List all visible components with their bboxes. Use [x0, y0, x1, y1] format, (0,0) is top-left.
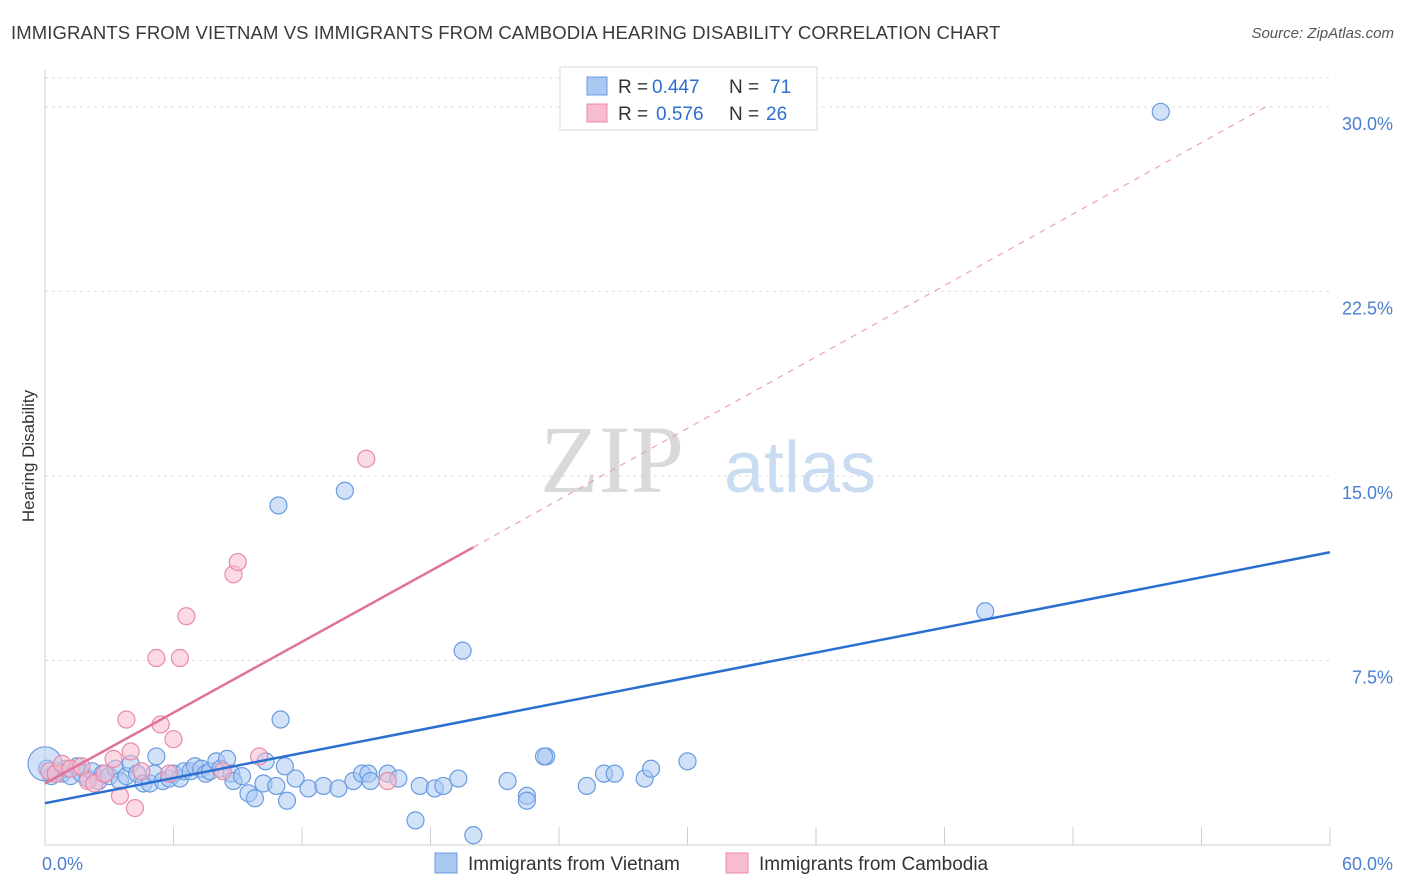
x-tick-label: 60.0%	[1342, 854, 1393, 874]
point-vietnam	[605, 764, 624, 783]
trend-line-cambodia	[44, 546, 474, 785]
point-vietnam	[498, 771, 517, 791]
watermark-atlas: atlas	[724, 428, 876, 508]
point-cambodia	[95, 764, 115, 783]
point-cambodia	[213, 762, 232, 781]
legend-r-value-cambodia: 0.576	[656, 104, 704, 125]
point-vietnam	[1151, 102, 1170, 121]
legend-r-value-vietnam: 0.447	[652, 77, 700, 98]
point-vietnam	[269, 496, 288, 515]
point-vietnam	[464, 826, 483, 845]
point-vietnam	[517, 791, 536, 810]
point-vietnam	[147, 747, 166, 766]
data-points	[27, 102, 1331, 845]
point-cambodia	[164, 730, 183, 749]
point-vietnam	[449, 769, 468, 788]
bottom-legend-label-vietnam: Immigrants from Vietnam	[468, 854, 680, 875]
point-vietnam	[410, 776, 429, 796]
legend-n-value-cambodia: 26	[766, 104, 787, 125]
legend-n-value-vietnam: 71	[770, 77, 791, 98]
point-cambodia	[132, 762, 151, 781]
y-tick-label: 22.5%	[1342, 298, 1393, 318]
point-vietnam	[299, 779, 318, 798]
point-vietnam	[534, 747, 554, 766]
point-vietnam	[314, 776, 333, 796]
legend: R = 0.447 N = 71 R = 0.576 N = 26	[559, 66, 818, 131]
watermark: ZIP atlas	[540, 406, 876, 513]
x-tick-label: 0.0%	[42, 854, 83, 874]
point-vietnam	[329, 779, 348, 798]
point-vietnam	[678, 752, 697, 771]
point-vietnam	[453, 641, 472, 660]
point-cambodia	[117, 710, 136, 729]
point-cambodia	[378, 771, 397, 791]
point-cambodia	[170, 648, 190, 668]
trend-line-vietnam	[44, 550, 1331, 805]
point-vietnam	[335, 481, 354, 500]
legend-r-label-vietnam: R =	[618, 77, 648, 98]
point-vietnam	[267, 776, 286, 796]
watermark-zip: ZIP	[540, 406, 684, 513]
point-vietnam	[286, 769, 305, 788]
point-vietnam	[277, 791, 297, 810]
point-vietnam	[406, 811, 425, 830]
chart-source: Source: ZipAtlas.com	[1251, 25, 1394, 42]
bottom-legend-swatch-vietnam	[434, 852, 458, 874]
point-cambodia	[228, 552, 247, 572]
point-vietnam	[434, 776, 453, 796]
legend-n-label-cambodia: N =	[729, 104, 759, 125]
point-cambodia	[121, 742, 140, 761]
point-vietnam	[275, 757, 294, 776]
point-cambodia	[125, 798, 145, 818]
y-tick-label: 7.5%	[1352, 667, 1393, 687]
x-tick-labels: 0.0% 60.0%	[42, 854, 1393, 874]
point-cambodia	[104, 749, 123, 768]
point-vietnam	[232, 767, 252, 786]
point-vietnam	[271, 710, 290, 729]
legend-swatch-cambodia	[586, 103, 608, 123]
chart-title: IMMIGRANTS FROM VIETNAM VS IMMIGRANTS FR…	[11, 22, 1001, 43]
point-cambodia	[357, 449, 376, 468]
legend-swatch-vietnam	[586, 76, 608, 96]
y-tick-label: 15.0%	[1342, 483, 1393, 503]
bottom-legend-label-cambodia: Immigrants from Cambodia	[759, 854, 989, 875]
legend-n-label-vietnam: N =	[729, 77, 759, 98]
y-tick-label: 30.0%	[1342, 114, 1393, 134]
point-vietnam	[577, 776, 596, 796]
legend-r-label-cambodia: R =	[618, 104, 648, 125]
bottom-legend-swatch-cambodia	[725, 852, 749, 874]
point-cambodia	[177, 607, 196, 626]
point-vietnam	[245, 789, 264, 808]
point-cambodia	[147, 648, 166, 668]
y-tick-labels: 7.5% 15.0% 22.5% 30.0%	[1342, 114, 1393, 688]
point-vietnam	[361, 771, 380, 791]
bottom-legend: Immigrants from Vietnam Immigrants from …	[434, 852, 989, 875]
point-vietnam	[641, 759, 661, 778]
axes	[44, 70, 1331, 846]
